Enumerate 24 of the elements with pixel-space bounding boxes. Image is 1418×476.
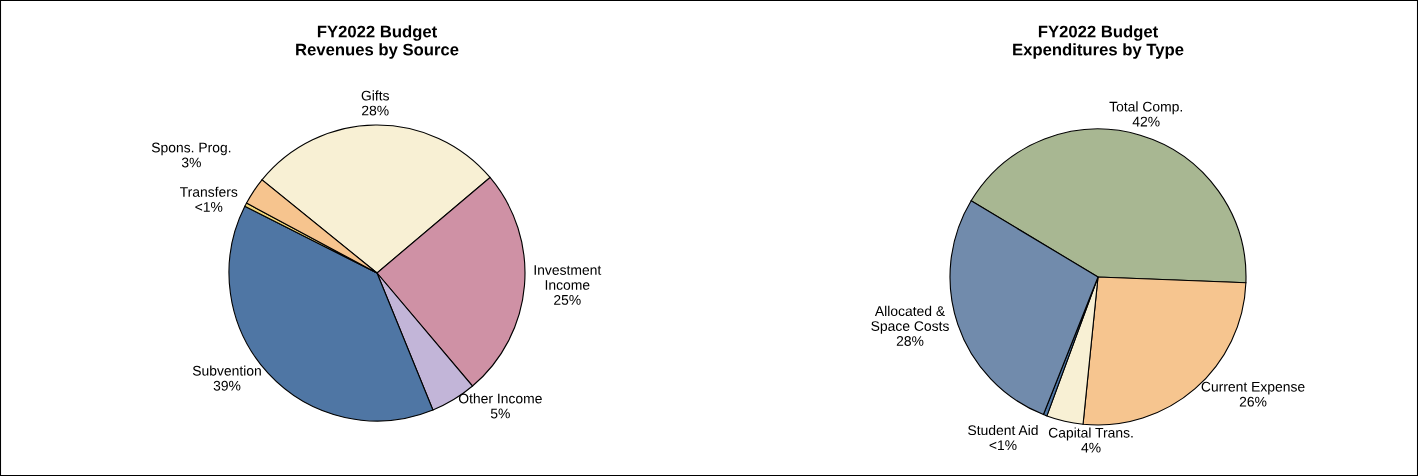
data-label: 4% <box>1081 442 1101 453</box>
slice-label: Allocated & Space Costs <box>871 305 949 334</box>
data-label: 26% <box>1239 396 1267 407</box>
data-label: 28% <box>362 105 389 116</box>
data-label: 3% <box>181 157 201 168</box>
data-label: 5% <box>490 408 510 419</box>
data-label: 42% <box>1132 116 1160 127</box>
slice-label: Investment Income <box>534 265 602 290</box>
chart-title: FY2022 Budget Expenditures by Type <box>1013 25 1184 59</box>
data-label: 25% <box>554 294 581 305</box>
data-label: 28% <box>896 336 924 346</box>
slice-label: Capital Trans. <box>1048 427 1133 441</box>
slice-label: Transfers <box>180 186 238 197</box>
data-label: <1% <box>989 440 1017 451</box>
slice-label: Subvention <box>192 365 261 376</box>
slice-label: Current Expense <box>1201 381 1305 395</box>
slice-label: Student Aid <box>968 424 1038 436</box>
slice-label: Spons. Prog. <box>151 142 231 156</box>
data-label: 39% <box>213 380 241 391</box>
slice-label: Gifts <box>361 90 390 101</box>
slice-label: Total Comp. <box>1109 101 1182 115</box>
data-label: <1% <box>195 202 223 212</box>
slice-label: Other Income <box>458 393 542 404</box>
chart-title: FY2022 Budget Revenues by Source <box>296 25 459 59</box>
